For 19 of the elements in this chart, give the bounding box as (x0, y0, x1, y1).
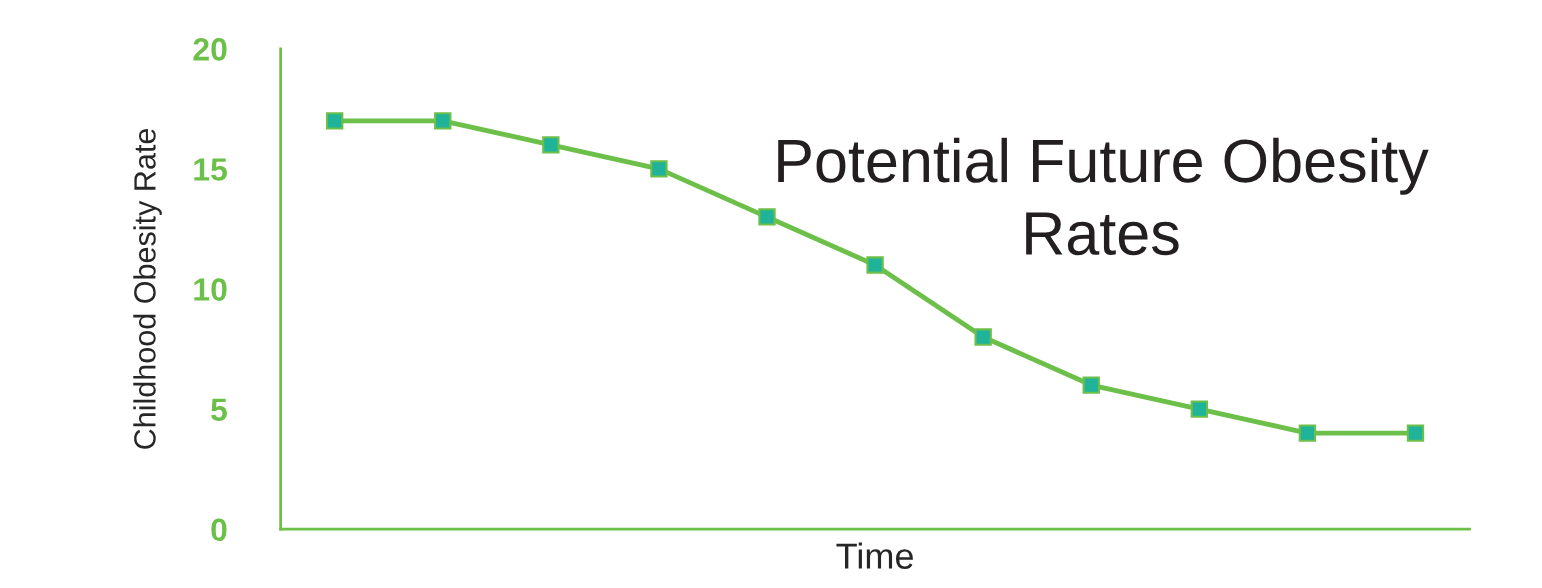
y-axis-title: Childhood Obesity Rate (133, 128, 162, 449)
y-tick-label: 5 (211, 398, 227, 421)
point (1082, 376, 1100, 394)
y-tick-label: 10 (194, 278, 227, 301)
point (326, 112, 344, 130)
text: Potential Future Obesity Rates (778, 137, 1429, 256)
point (1298, 424, 1317, 442)
point (974, 328, 992, 346)
y-tick-label: 15 (194, 158, 227, 181)
point (866, 256, 884, 274)
point (1406, 424, 1425, 442)
y-tick-label: 20 (193, 38, 227, 61)
point (542, 136, 560, 154)
y-tick-label: 0 (211, 518, 227, 542)
point (650, 160, 668, 178)
x-axis-title: Time (836, 542, 913, 569)
point (758, 208, 776, 226)
point (434, 112, 452, 130)
point (1190, 400, 1208, 418)
